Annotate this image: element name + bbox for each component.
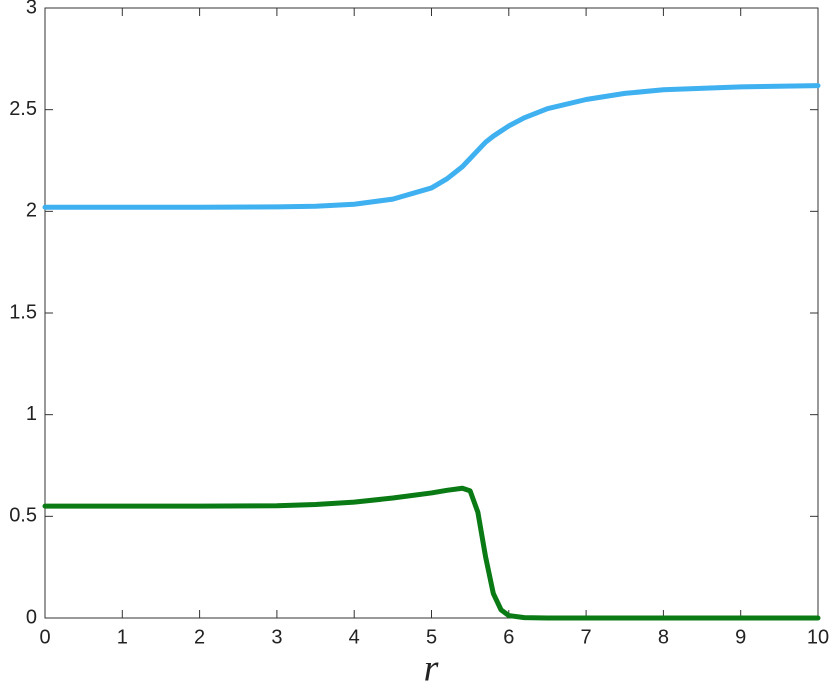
x-tick-label: 0: [39, 626, 50, 648]
x-axis-label: r: [424, 648, 439, 688]
y-tick-label: 3: [26, 0, 37, 18]
data-line: [42, 83, 821, 210]
x-tick-label: 6: [503, 626, 514, 648]
y-tick-label: 0.5: [9, 505, 37, 527]
x-tick-label: 10: [807, 626, 829, 648]
x-tick-label: 7: [581, 626, 592, 648]
x-tick-label: 4: [349, 626, 360, 648]
x-tick-label: 2: [194, 626, 205, 648]
x-tick-label: 3: [271, 626, 282, 648]
x-tick-label: 8: [658, 626, 669, 648]
y-tick-label: 2: [26, 200, 37, 222]
y-tick-label: 2.5: [9, 98, 37, 120]
plot-frame: [44, 7, 819, 619]
x-tick-label: 1: [117, 626, 128, 648]
y-tick-label: 1: [26, 403, 37, 425]
x-tick-label: 9: [735, 626, 746, 648]
x-tick-label: 5: [426, 626, 437, 648]
y-tick-label: 0: [26, 606, 37, 628]
y-tick-label: 1.5: [9, 301, 37, 323]
data-line: [42, 485, 821, 621]
